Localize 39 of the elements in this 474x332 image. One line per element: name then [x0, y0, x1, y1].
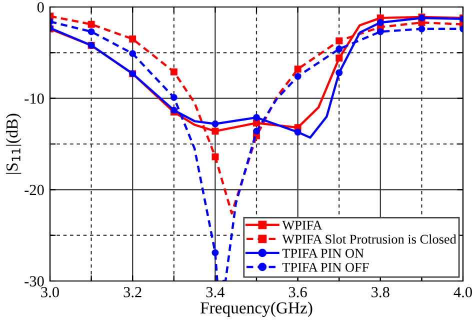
y-tick-label: 0 — [37, 2, 44, 12]
x-tick-label: 3.6 — [288, 287, 307, 298]
point — [376, 28, 384, 36]
point — [129, 35, 136, 42]
point — [336, 46, 343, 52]
point — [253, 114, 260, 121]
point — [212, 120, 219, 128]
y-tick-label: -20 — [24, 184, 44, 196]
x-tick-label: 3.4 — [206, 287, 225, 298]
point — [88, 28, 95, 36]
x-tick-label: 3.8 — [372, 286, 390, 298]
point — [212, 128, 219, 135]
point — [253, 128, 260, 135]
point — [253, 120, 260, 126]
legend-label: TPIFA PIN OFF — [282, 262, 369, 272]
point — [170, 68, 178, 76]
point — [294, 72, 302, 80]
point — [88, 20, 95, 28]
x-axis-title: Frequency(GHz) — [200, 302, 312, 317]
point — [336, 54, 343, 62]
legend-label: TPIFA PIN ON — [282, 248, 364, 258]
point — [129, 50, 136, 58]
point — [336, 37, 343, 44]
point — [376, 19, 384, 26]
x-tick-label: 4.0 — [454, 286, 472, 298]
point — [294, 66, 302, 73]
point — [212, 153, 219, 160]
point — [212, 249, 219, 256]
y-axis-title: |S$_{11}$|(dB) — [6, 114, 22, 174]
x-tick-label: 3.0 — [41, 286, 59, 298]
legend-label: WPIFA Slot Protrusion is Closed — [282, 234, 456, 244]
legend-label: WPIFA — [282, 220, 322, 230]
x-tick-label: 3.2 — [124, 287, 142, 298]
point — [294, 128, 302, 136]
y-tick-label: -30 — [24, 276, 44, 286]
y-tick-label: -10 — [24, 93, 44, 104]
point — [336, 69, 343, 76]
point — [170, 94, 178, 101]
point — [418, 25, 426, 32]
